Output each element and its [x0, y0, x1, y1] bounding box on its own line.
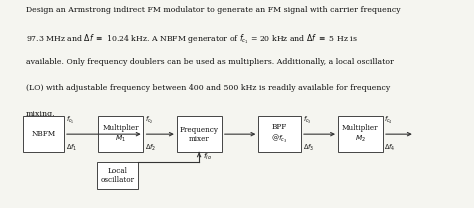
Text: Multiplier
$M_2$: Multiplier $M_2$ [342, 124, 379, 144]
Bar [98, 162, 137, 189]
Text: Frequency
mixer: Frequency mixer [180, 126, 219, 143]
Text: $\Delta f_3$: $\Delta f_3$ [303, 143, 315, 153]
Text: 97.3 MHz and $\Delta f$ $\equiv$ 10.24 kHz. A NBFM generator of $f_{c_1}$ = 20 k: 97.3 MHz and $\Delta f$ $\equiv$ 10.24 k… [26, 32, 358, 46]
Bar [337, 116, 383, 152]
Text: Local
oscillator: Local oscillator [100, 167, 135, 184]
Text: Multiplier
$M_1$: Multiplier $M_1$ [102, 124, 139, 144]
Text: mixing.: mixing. [26, 110, 56, 118]
Text: (LO) with adjustable frequency between 400 and 500 kHz is readily available for : (LO) with adjustable frequency between 4… [26, 84, 390, 92]
Text: $\Delta f_4$: $\Delta f_4$ [384, 143, 395, 153]
Text: $\Delta f_1$: $\Delta f_1$ [66, 143, 78, 153]
Bar [99, 116, 143, 152]
Text: Design an Armstrong indirect FM modulator to generate an FM signal with carrier : Design an Armstrong indirect FM modulato… [26, 6, 401, 14]
Text: $f_{c_4}$: $f_{c_4}$ [384, 115, 393, 126]
Bar [258, 116, 301, 152]
Bar [23, 116, 64, 152]
Text: $f_{c_2}$: $f_{c_2}$ [145, 115, 153, 126]
Text: $f_{c_3}$: $f_{c_3}$ [303, 115, 312, 126]
Text: $f_{c_1}$: $f_{c_1}$ [66, 115, 75, 126]
Text: BPF
$@f_{c_3}$: BPF $@f_{c_3}$ [271, 123, 288, 145]
Text: available. Only frequency doublers can be used as multipliers. Additionally, a l: available. Only frequency doublers can b… [26, 58, 394, 66]
Text: $f_{lo}$: $f_{lo}$ [203, 152, 212, 162]
Bar [176, 116, 222, 152]
Text: NBFM: NBFM [31, 130, 56, 138]
Text: $\Delta f_2$: $\Delta f_2$ [145, 143, 156, 153]
